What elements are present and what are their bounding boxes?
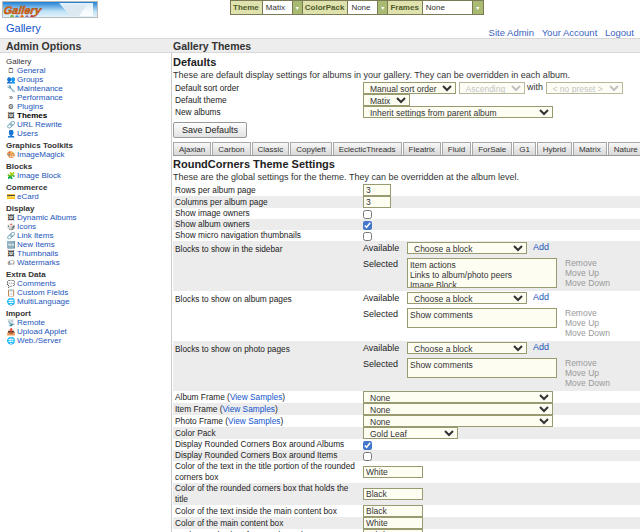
svg-text:Gallery: Gallery bbox=[3, 5, 43, 17]
